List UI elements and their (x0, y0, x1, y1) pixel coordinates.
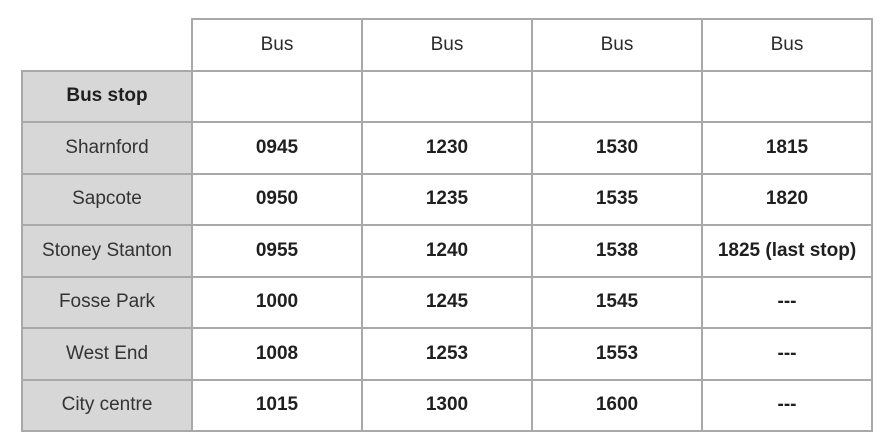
empty-cell (701, 69, 873, 123)
empty-cell (361, 69, 533, 123)
bus-stop-title-cell: Bus stop (21, 69, 193, 123)
table-row: Fosse Park 1000 1245 1545 --- (21, 275, 873, 329)
departure-time: 1545 (531, 275, 703, 329)
bus-timetable: Bus Bus Bus Bus Bus stop Sharnford 0945 … (21, 18, 873, 432)
bus-column-header: Bus (531, 18, 703, 72)
empty-cell (531, 69, 703, 123)
header-row: Bus Bus Bus Bus (22, 18, 873, 72)
bus-stop-name: Sharnford (21, 121, 193, 175)
table-row: Stoney Stanton 0955 1240 1538 1825 (last… (21, 224, 873, 278)
bus-stop-name: Sapcote (21, 172, 193, 226)
departure-time: 1240 (361, 224, 533, 278)
departure-time: --- (701, 327, 873, 381)
departure-time: 1235 (361, 172, 533, 226)
bus-stop-title-row: Bus stop (21, 69, 873, 123)
departure-time: 1008 (191, 327, 363, 381)
departure-time: 1015 (191, 378, 363, 432)
departure-time: 1530 (531, 121, 703, 175)
bus-stop-name: West End (21, 327, 193, 381)
bus-column-header: Bus (191, 18, 363, 72)
departure-time: 1815 (701, 121, 873, 175)
departure-time: 0955 (191, 224, 363, 278)
bus-column-header: Bus (701, 18, 873, 72)
table-row: Sharnford 0945 1230 1530 1815 (21, 121, 873, 175)
departure-time: 1230 (361, 121, 533, 175)
departure-time: 1253 (361, 327, 533, 381)
bus-stop-name: City centre (21, 378, 193, 432)
departure-time: 1825 (last stop) (701, 224, 873, 278)
bus-stop-name: Fosse Park (21, 275, 193, 329)
empty-cell (191, 69, 363, 123)
bus-stop-name: Stoney Stanton (21, 224, 193, 278)
table-row: West End 1008 1253 1553 --- (21, 327, 873, 381)
table-row: Sapcote 0950 1235 1535 1820 (21, 172, 873, 226)
departure-time: 1600 (531, 378, 703, 432)
departure-time: 1538 (531, 224, 703, 278)
departure-time: 1245 (361, 275, 533, 329)
departure-time: 0950 (191, 172, 363, 226)
table-row: City centre 1015 1300 1600 --- (21, 378, 873, 432)
departure-time: 1553 (531, 327, 703, 381)
departure-time: 0945 (191, 121, 363, 175)
departure-time: 1300 (361, 378, 533, 432)
departure-time: --- (701, 275, 873, 329)
departure-time: 1535 (531, 172, 703, 226)
departure-time: --- (701, 378, 873, 432)
departure-time: 1820 (701, 172, 873, 226)
bus-column-header: Bus (361, 18, 533, 72)
departure-time: 1000 (191, 275, 363, 329)
corner-cell (22, 19, 192, 71)
